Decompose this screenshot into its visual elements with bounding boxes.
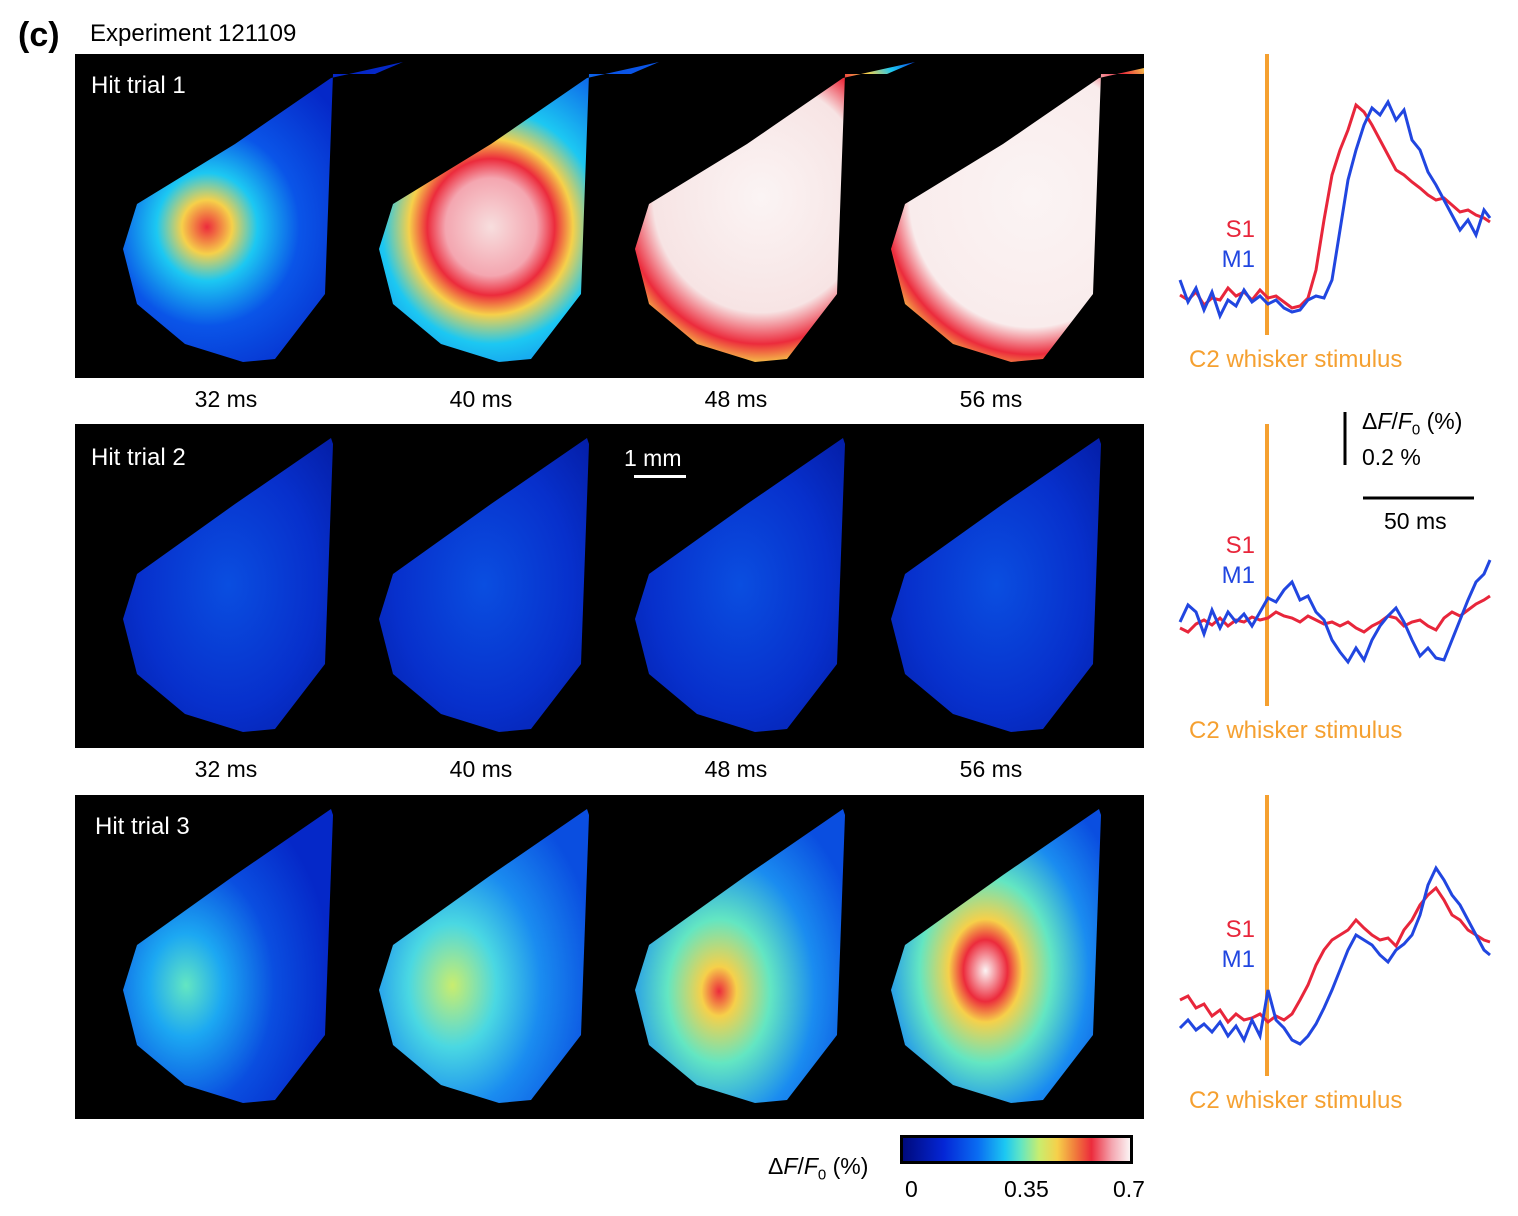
stimulus-label: C2 whisker stimulus <box>1189 717 1403 744</box>
map-trial2-40ms <box>379 438 589 732</box>
m1-label: M1 <box>1221 562 1255 589</box>
colorbar-title: ΔF/F0 (%) <box>768 1153 869 1184</box>
map-trial1-32ms <box>123 62 403 362</box>
time-label: 40 ms <box>449 386 513 412</box>
trace-m1-trial3 <box>1178 864 1491 1046</box>
map-trial3-56ms <box>891 809 1101 1103</box>
time-label: 32 ms <box>194 756 258 782</box>
trace-scalebar-x-value: 50 ms <box>1384 508 1447 534</box>
trial-row-2: Hit trial 2 <box>75 424 1144 748</box>
stimulus-label: C2 whisker stimulus <box>1189 1087 1403 1114</box>
map-trial2-56ms <box>891 438 1101 732</box>
trace-m1-trial1 <box>1178 98 1492 320</box>
time-label: 32 ms <box>194 386 258 412</box>
time-label: 56 ms <box>959 756 1023 782</box>
map-trial1-40ms <box>379 62 659 362</box>
map-trial2-48ms <box>635 438 845 732</box>
trace-s1-trial1 <box>1179 102 1491 310</box>
trace-m1-trial2 <box>1178 559 1492 665</box>
activity-maps-trial-1 <box>123 62 1144 362</box>
map-trial1-48ms <box>635 62 915 362</box>
time-label: 48 ms <box>704 386 768 412</box>
activity-maps-trial-3 <box>123 809 1101 1103</box>
trial-label: Hit trial 1 <box>91 72 186 99</box>
trial-row-1: Hit trial 1 <box>75 54 1144 378</box>
trace-s1-trial3 <box>1179 885 1491 1025</box>
trace-scalebar-y-value: 0.2 % <box>1362 444 1421 470</box>
map-trial3-48ms <box>635 809 845 1103</box>
map-scalebar <box>634 475 686 478</box>
trial-label: Hit trial 3 <box>95 813 190 840</box>
trace-s1-trial2 <box>1179 594 1491 634</box>
trace-scalebar-y-label: ΔF/F0 (%) <box>1362 408 1463 439</box>
s1-label: S1 <box>1225 532 1255 559</box>
colorbar <box>900 1135 1133 1164</box>
experiment-title: Experiment 121109 <box>90 20 297 47</box>
m1-label: M1 <box>1221 946 1255 973</box>
activity-maps-trial-2 <box>123 438 1101 732</box>
time-label: 56 ms <box>959 386 1023 412</box>
time-label: 40 ms <box>449 756 513 782</box>
s1-label: S1 <box>1225 216 1255 243</box>
time-label: 48 ms <box>704 756 768 782</box>
trial-row-3: Hit trial 3 <box>75 795 1144 1119</box>
map-scalebar-label: 1 mm <box>624 445 682 471</box>
colorbar-tick: 0 <box>905 1176 918 1202</box>
m1-label: M1 <box>1221 246 1255 273</box>
colorbar-tick: 0.35 <box>1004 1176 1049 1202</box>
map-trial1-56ms <box>891 68 1144 362</box>
map-trial2-32ms <box>123 438 333 732</box>
traces-panel <box>1178 54 1492 1076</box>
map-trial3-40ms <box>379 809 589 1103</box>
trial-label: Hit trial 2 <box>91 444 186 471</box>
panel-letter: (c) <box>18 16 60 54</box>
stimulus-label: C2 whisker stimulus <box>1189 346 1403 373</box>
s1-label: S1 <box>1225 916 1255 943</box>
map-trial3-32ms <box>123 809 333 1103</box>
colorbar-tick: 0.7 <box>1113 1176 1145 1202</box>
